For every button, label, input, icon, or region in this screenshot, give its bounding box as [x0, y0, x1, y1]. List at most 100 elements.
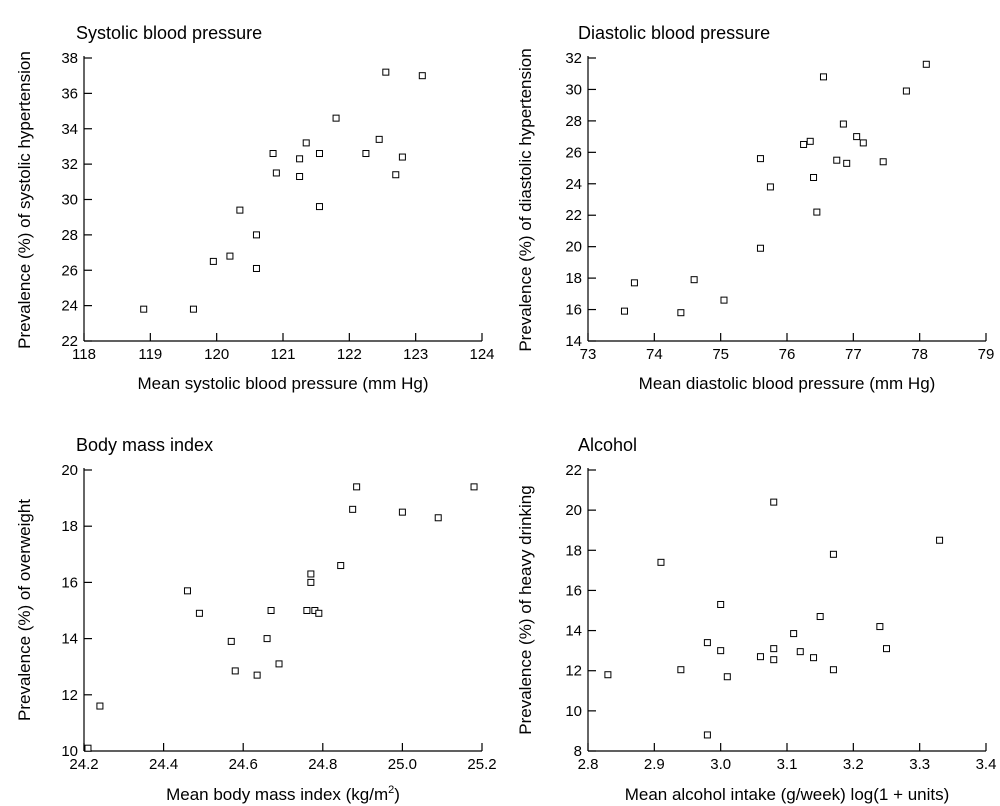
data-point — [183, 587, 191, 595]
data-point — [263, 635, 271, 643]
y-tick-label: 24 — [565, 176, 582, 193]
y-tick-label: 22 — [565, 207, 582, 224]
y-tick-label: 34 — [61, 121, 78, 138]
data-point — [418, 72, 426, 80]
x-tick-label: 78 — [911, 346, 928, 363]
x-tick-label: 118 — [72, 346, 96, 363]
data-point — [382, 68, 390, 76]
panel-alcohol: Alcohol Prevalence (%) of heavy drinking… — [516, 435, 996, 804]
y-tick-label: 10 — [61, 743, 78, 760]
data-point — [813, 208, 821, 216]
y-tick-label: 18 — [565, 542, 582, 559]
data-point — [766, 183, 774, 191]
y-tick-label: 22 — [565, 462, 582, 479]
y-tick-label: 12 — [61, 687, 78, 704]
panel-title: Diastolic blood pressure — [578, 23, 770, 43]
y-tick-label: 38 — [61, 50, 78, 67]
panel-bmi: Body mass index Prevalence (%) of overwe… — [15, 435, 497, 804]
data-point — [657, 558, 665, 566]
y-tick-label: 30 — [61, 192, 78, 209]
data-point — [703, 639, 711, 647]
data-point — [302, 139, 310, 147]
y-axis-label: Prevalence (%) of diastolic hypertension — [516, 48, 535, 351]
data-point — [315, 150, 323, 158]
data-point — [267, 607, 275, 614]
data-point — [876, 623, 884, 631]
x-tick-label: 24.6 — [229, 756, 258, 773]
y-tick-label: 8 — [574, 743, 582, 760]
data-point — [140, 305, 148, 313]
data-point — [800, 140, 808, 148]
y-tick-label: 10 — [565, 703, 582, 720]
data-point — [853, 133, 861, 141]
y-tick-label: 18 — [61, 518, 78, 535]
x-tick-label: 121 — [270, 346, 295, 363]
data-point — [690, 276, 698, 284]
data-point — [829, 550, 837, 558]
data-point — [790, 630, 798, 638]
data-point — [307, 578, 315, 586]
data-point — [296, 155, 304, 163]
data-point — [604, 671, 612, 679]
x-tick-label: 73 — [580, 346, 597, 363]
x-tick-label: 120 — [204, 346, 229, 363]
x-axis-label-suffix: ) — [394, 785, 400, 804]
y-tick-label: 16 — [565, 582, 582, 599]
data-point — [227, 637, 235, 645]
x-tick-label: 79 — [978, 346, 995, 363]
data-point — [936, 536, 944, 544]
y-tick-label: 22 — [61, 333, 78, 350]
data-point — [630, 279, 638, 287]
x-tick-label: 122 — [337, 346, 362, 363]
data-point — [275, 660, 283, 668]
x-axis-label-main: Mean body mass index (kg/m — [166, 785, 388, 804]
data-point — [96, 702, 104, 710]
data-point — [236, 206, 244, 214]
y-tick-label: 24 — [61, 298, 78, 315]
data-point — [879, 158, 887, 166]
panel-title: Alcohol — [578, 435, 637, 455]
data-point — [839, 120, 847, 128]
y-tick-label: 12 — [565, 663, 582, 680]
data-point — [859, 139, 867, 147]
data-point — [677, 309, 685, 317]
data-point — [398, 153, 406, 161]
data-point — [770, 656, 778, 664]
data-point — [195, 609, 203, 617]
y-tick-label: 32 — [565, 50, 582, 67]
data-point — [296, 173, 304, 181]
data-point — [816, 613, 824, 621]
x-axis-label: Mean alcohol intake (g/week) log(1 + uni… — [625, 785, 950, 804]
data-point — [337, 562, 345, 570]
panel-title: Body mass index — [76, 435, 213, 455]
x-tick-label: 3.2 — [843, 756, 864, 773]
data-point — [272, 169, 280, 177]
data-point — [307, 570, 315, 578]
data-point — [315, 203, 323, 211]
x-tick-label: 75 — [712, 346, 729, 363]
y-tick-label: 14 — [565, 623, 582, 640]
data-point — [720, 296, 728, 304]
data-point — [332, 114, 340, 122]
data-point — [819, 73, 827, 81]
y-tick-label: 14 — [61, 631, 78, 648]
data-point — [796, 648, 804, 656]
panel-diastolic: Diastolic blood pressure Prevalence (%) … — [516, 23, 994, 393]
x-tick-label: 25.2 — [467, 756, 496, 773]
data-point — [253, 671, 261, 679]
data-point — [209, 257, 217, 265]
data-point — [303, 607, 311, 614]
data-point — [353, 483, 361, 491]
x-axis-label: Mean body mass index (kg/m2) — [166, 784, 400, 804]
data-point — [189, 305, 197, 313]
y-tick-label: 16 — [565, 302, 582, 319]
x-axis-label-superscript: 2 — [388, 784, 394, 796]
x-tick-label: 124 — [469, 346, 494, 363]
data-point — [922, 60, 930, 68]
data-point — [269, 150, 277, 158]
data-point — [392, 171, 400, 179]
x-tick-label: 119 — [138, 346, 162, 363]
data-point — [226, 252, 234, 260]
y-tick-label: 36 — [61, 85, 78, 102]
data-point — [315, 609, 323, 617]
